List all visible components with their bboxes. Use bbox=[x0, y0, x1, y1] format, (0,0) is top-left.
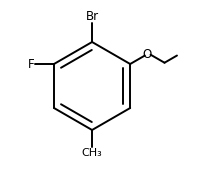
Text: F: F bbox=[28, 57, 34, 71]
Text: CH₃: CH₃ bbox=[82, 148, 102, 158]
Text: Br: Br bbox=[86, 10, 99, 23]
Text: O: O bbox=[142, 48, 152, 61]
